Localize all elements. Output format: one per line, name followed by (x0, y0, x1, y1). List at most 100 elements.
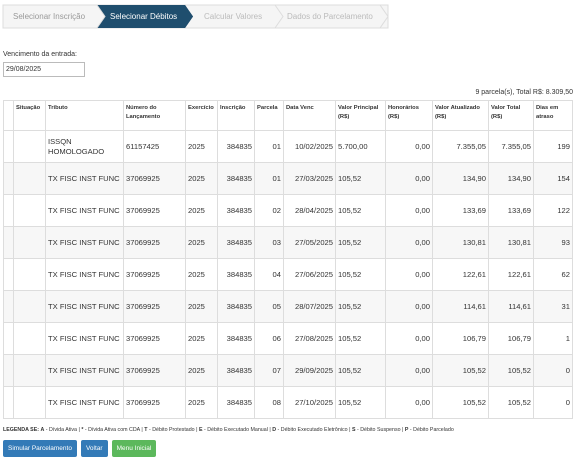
cell: ISSQN HOMOLOGADO (45, 130, 124, 163)
cell: 384835 (217, 194, 255, 227)
cell: 105,52 (335, 290, 386, 323)
step: Calcular Valores (204, 12, 262, 21)
cell: TX FISC INST FUNC (45, 226, 124, 259)
cell: 37069925 (123, 162, 186, 195)
cell: 114,61 (488, 290, 534, 323)
cell: 0,00 (385, 130, 433, 163)
situation-cell (13, 290, 46, 323)
cell: 37069925 (123, 194, 186, 227)
legend-code: S (351, 427, 356, 433)
cell: 384835 (217, 354, 255, 387)
checkbox-cell (3, 322, 14, 355)
cell: 0 (533, 386, 573, 419)
header-cell: Exercício (185, 100, 218, 131)
header-cell: Valor Principal (R$) (335, 100, 386, 131)
cell: 0,00 (385, 322, 433, 355)
cell: 2025 (185, 162, 218, 195)
header-cell: Honorários (R$) (385, 100, 433, 131)
cell: 27/06/2025 (283, 258, 336, 291)
legend-code: P (404, 427, 409, 433)
cell: 154 (533, 162, 573, 195)
cell: 7.355,05 (488, 130, 534, 163)
step[interactable]: Selecionar Inscrição (13, 12, 86, 21)
cell: 0,00 (385, 194, 433, 227)
cell: 06 (254, 322, 284, 355)
button-bar: Simular Parcelamento Voltar Menu Inicial (3, 440, 157, 457)
cell: 2025 (185, 194, 218, 227)
cell: 27/10/2025 (283, 386, 336, 419)
situation-cell (13, 354, 46, 387)
cell: 27/08/2025 (283, 322, 336, 355)
legend-title: LEGENDA SE: (3, 427, 40, 433)
cell: TX FISC INST FUNC (45, 194, 124, 227)
cell: 05 (254, 290, 284, 323)
cell: 105,52 (335, 258, 386, 291)
menu-button[interactable]: Menu Inicial (111, 440, 157, 457)
date-input[interactable]: 29/08/2025 (3, 62, 85, 77)
situation-cell (13, 194, 46, 227)
header-cell: Valor Total (R$) (488, 100, 534, 131)
header-cell: Situação (13, 100, 46, 131)
cell: 384835 (217, 386, 255, 419)
active-step-bg (97, 5, 193, 28)
legend-text: - Débito Executado Manual | (202, 427, 271, 433)
cell: 105,52 (432, 386, 489, 419)
cell: 03 (254, 226, 284, 259)
arrow (274, 4, 284, 29)
cell: 37069925 (123, 290, 186, 323)
row: TX FISC INST FUNC 37069925 2025 384835 06 27/… (3, 322, 573, 355)
cell: 2025 (185, 354, 218, 387)
row: TX FISC INST FUNC 37069925 2025 384835 02 28/… (3, 194, 573, 227)
cell: 27/05/2025 (283, 226, 336, 259)
cell: 2025 (185, 130, 218, 163)
cell: 37069925 (123, 322, 186, 355)
checkbox-cell (3, 258, 14, 291)
cell: 0,00 (385, 258, 433, 291)
breadcrumb: Selecionar Inscrição Selecionar Débitos … (2, 4, 389, 29)
cell: 29/09/2025 (283, 354, 336, 387)
cell: 105,52 (335, 162, 386, 195)
row: TX FISC INST FUNC 37069925 2025 384835 07 29/… (3, 354, 573, 387)
situation-cell (13, 162, 46, 195)
cell: 114,61 (432, 290, 489, 323)
cell: 105,52 (335, 386, 386, 419)
step-active[interactable]: Selecionar Débitos (110, 12, 177, 21)
legend-code: D (272, 427, 277, 433)
cell: 122 (533, 194, 573, 227)
cell: 37069925 (123, 258, 186, 291)
cell: 5.700,00 (335, 130, 386, 163)
cell: 2025 (185, 322, 218, 355)
legend-code: * (81, 427, 84, 433)
cell: 105,52 (335, 354, 386, 387)
cell: 0,00 (385, 354, 433, 387)
cell: 105,52 (335, 194, 386, 227)
cell: 01 (254, 130, 284, 163)
situation-cell (13, 386, 46, 419)
row: ISSQN HOMOLOGADO 61157425 2025 384835 01 10/0… (3, 130, 573, 163)
checkbox-cell (3, 226, 14, 259)
legend-text: - Dívida Ativa | (44, 427, 80, 433)
cell: 27/03/2025 (283, 162, 336, 195)
summary: 9 parcela(s), Total R$: 8.309,50 (475, 89, 573, 96)
row: TX FISC INST FUNC 37069925 2025 384835 01 27/… (3, 162, 573, 195)
cell: 28/04/2025 (283, 194, 336, 227)
cell: 1 (533, 322, 573, 355)
cell: 2025 (185, 226, 218, 259)
header-cell: Inscrição (217, 100, 255, 131)
cell: 105,52 (432, 354, 489, 387)
cell: 199 (533, 130, 573, 163)
back-button[interactable]: Voltar (80, 440, 108, 457)
situation-cell (13, 258, 46, 291)
cell: 37069925 (123, 226, 186, 259)
cell: 37069925 (123, 354, 186, 387)
legend-text: - Débito Executado Eletrônico | (276, 427, 351, 433)
cell: 122,61 (432, 258, 489, 291)
simulate-button[interactable]: Simular Parcelamento (3, 440, 77, 457)
legend-code: A (40, 427, 45, 433)
cell: TX FISC INST FUNC (45, 386, 124, 419)
cell: 2025 (185, 290, 218, 323)
cell: 0,00 (385, 386, 433, 419)
cell: TX FISC INST FUNC (45, 258, 124, 291)
situation-cell (13, 226, 46, 259)
row: TX FISC INST FUNC 37069925 2025 384835 08 27/… (3, 386, 573, 419)
